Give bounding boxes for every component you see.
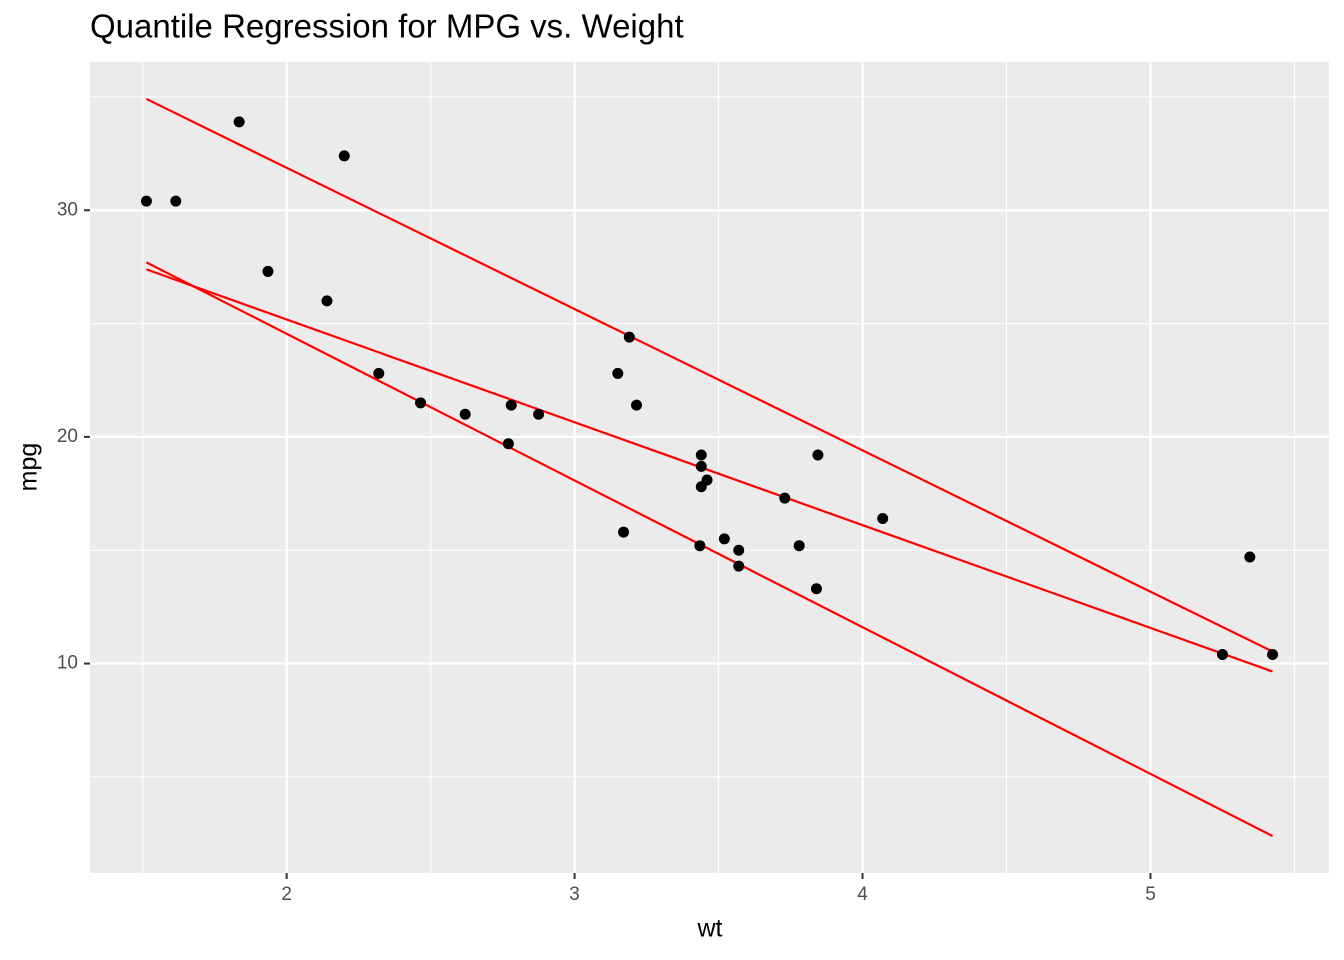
point	[505, 399, 517, 411]
point	[812, 449, 824, 461]
point	[373, 367, 385, 379]
point	[459, 408, 471, 420]
y-axis-title: mpg	[15, 443, 43, 492]
point	[718, 533, 730, 545]
x-axis-title: wt	[697, 915, 723, 943]
point	[623, 331, 635, 343]
point	[233, 116, 245, 128]
x-tick-label: 2	[281, 884, 292, 905]
point	[810, 583, 822, 595]
point	[694, 540, 706, 552]
x-tick-label: 4	[857, 884, 868, 905]
point	[170, 195, 182, 207]
y-tick-label: 20	[57, 426, 78, 447]
point	[695, 481, 707, 493]
point	[779, 492, 791, 504]
point	[140, 195, 152, 207]
x-tick-label: 5	[1145, 884, 1156, 905]
point	[1216, 648, 1228, 660]
regression-line	[145, 97, 1274, 653]
point	[695, 449, 707, 461]
point	[1244, 551, 1256, 563]
point	[793, 540, 805, 552]
point	[338, 150, 350, 162]
plot-panel	[90, 62, 1329, 873]
point	[618, 526, 630, 538]
y-tick-label: 10	[57, 653, 78, 674]
point	[502, 438, 514, 450]
point	[733, 544, 745, 556]
point	[631, 399, 643, 411]
point	[262, 265, 274, 277]
y-tick-label: 30	[57, 199, 78, 220]
point	[695, 460, 707, 472]
point	[1267, 648, 1279, 660]
regression-line	[145, 261, 1274, 838]
point	[877, 512, 889, 524]
point	[733, 560, 745, 572]
regression-line	[146, 268, 1273, 673]
chart-title: Quantile Regression for MPG vs. Weight	[90, 8, 684, 45]
point	[533, 408, 545, 420]
x-tick-label: 3	[569, 884, 580, 905]
point	[415, 397, 427, 409]
point	[321, 295, 333, 307]
point	[612, 367, 624, 379]
